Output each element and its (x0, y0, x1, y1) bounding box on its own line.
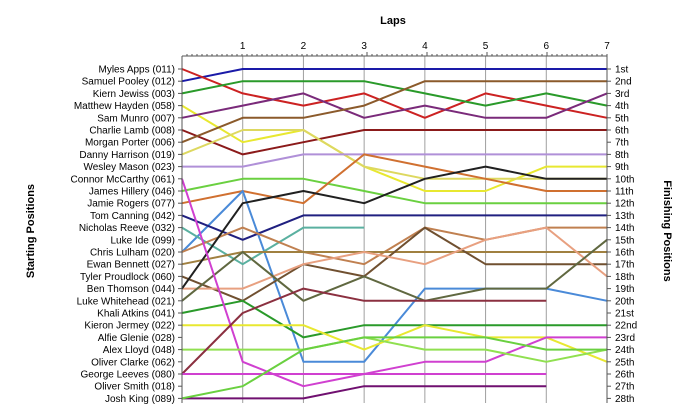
starting-position-label: Sam Munro (007) (97, 113, 175, 124)
series-line-28 (181, 336, 607, 400)
finishing-position-label: 2nd (615, 77, 632, 88)
series-lines (181, 68, 608, 400)
finishing-position-label: 8th (615, 150, 629, 161)
x-tick-label: 7 (604, 41, 610, 52)
starting-position-label: Jamie Rogers (077) (87, 199, 175, 210)
finishing-position-label: 4th (615, 101, 629, 112)
series-line-19 (181, 165, 607, 290)
x-tick-label: 1 (240, 41, 246, 52)
starting-position-label: Ewan Bennett (027) (87, 260, 175, 271)
finishing-position-label: 5th (615, 113, 629, 124)
series-line-24 (182, 336, 608, 363)
x-axis-title: Laps (380, 15, 406, 27)
series-line-9 (182, 153, 607, 168)
finishing-position-label: 13th (615, 211, 634, 222)
finishing-position-label: 25th (615, 357, 634, 368)
finishing-position-label: 15th (615, 235, 634, 246)
starting-position-label: Chris Lulham (020) (90, 248, 175, 259)
series-line-25 (181, 287, 547, 375)
starting-position-label: Charlie Lamb (008) (89, 126, 175, 137)
series-line-10 (181, 177, 607, 205)
finishing-position-label: 20th (615, 296, 634, 307)
x-tick-label: 3 (361, 41, 367, 52)
x-tick-label: 5 (483, 41, 489, 52)
starting-position-label: Matthew Hayden (058) (74, 101, 175, 112)
finishing-position-label: 7th (615, 138, 629, 149)
starting-position-label: Kieron Jermey (022) (84, 321, 175, 332)
x-tick-label: 2 (301, 41, 307, 52)
starting-position-label: Samuel Pooley (012) (82, 77, 175, 88)
tick-labels: 1 2 3 4 5 6 7 Myles Apps (011)Samuel Pooley (01… (71, 41, 638, 405)
starting-position-label: Alfie Glenie (028) (98, 333, 175, 344)
series-line-5 (181, 92, 608, 119)
starting-position-label: Tom Canning (042) (90, 211, 175, 222)
series-line-2 (181, 68, 608, 119)
finishing-position-label: 11th (615, 187, 634, 198)
finishing-position-label: 17th (615, 260, 634, 271)
starting-position-label: Oliver Clarke (062) (91, 357, 175, 368)
series-line-27 (182, 385, 547, 400)
finishing-position-label: 6th (615, 126, 629, 137)
starting-position-label: Tyler Proudlock (060) (80, 272, 175, 283)
finishing-position-label: 16th (615, 248, 634, 259)
series-line-13 (181, 214, 607, 241)
finishing-position-label: 23rd (615, 333, 635, 344)
finishing-position-label: 28th (615, 394, 634, 405)
starting-position-label: Ben Thomson (044) (87, 284, 175, 295)
finishing-position-label: 19th (615, 284, 634, 295)
starting-position-label: Oliver Smith (018) (94, 382, 175, 393)
starting-position-label: Danny Harrison (019) (79, 150, 175, 161)
axes (178, 52, 611, 403)
finishing-position-label: 18th (615, 272, 634, 283)
finishing-position-label: 27th (615, 382, 634, 393)
starting-position-label: Connor McCarthy (061) (71, 174, 175, 185)
starting-position-label: George Leeves (080) (80, 370, 175, 381)
series-line-21 (181, 299, 607, 339)
starting-position-label: James Hillery (046) (89, 187, 175, 198)
series-line-3 (181, 80, 608, 107)
finishing-position-label: 26th (615, 370, 634, 381)
finishing-position-label: 9th (615, 162, 629, 173)
finishing-position-label: 1st (615, 65, 629, 76)
series-line-8 (181, 129, 607, 180)
left-axis-title: Starting Positions (25, 184, 37, 278)
starting-position-label: Luke Whitehead (021) (77, 296, 175, 307)
starting-position-label: Kiern Jewiss (003) (93, 89, 175, 100)
right-axis-title: Finishing Positions (661, 180, 673, 281)
x-tick-label: 4 (422, 41, 428, 52)
x-tick-label: 6 (544, 41, 550, 52)
finishing-position-label: 22nd (615, 321, 637, 332)
starting-position-label: Alex Lloyd (048) (103, 345, 175, 356)
series-line-4 (181, 104, 607, 192)
finishing-position-label: 10th (615, 174, 634, 185)
finishing-position-label: 24th (615, 345, 634, 356)
series-line-1 (181, 68, 607, 83)
starting-position-label: Khali Atkins (041) (97, 309, 175, 320)
series-line-11 (181, 153, 607, 205)
starting-position-label: Morgan Porter (006) (85, 138, 175, 149)
starting-position-label: Josh King (089) (105, 394, 175, 405)
series-line-12 (181, 190, 608, 363)
series-line-23 (181, 178, 607, 388)
gridlines (242, 56, 608, 403)
starting-position-label: Luke Ide (099) (111, 235, 176, 246)
starting-position-label: Wesley Mason (023) (83, 162, 175, 173)
finishing-position-label: 14th (615, 223, 634, 234)
series-line-20 (181, 239, 608, 302)
series-line-6 (181, 129, 607, 156)
finishing-position-label: 12th (615, 199, 634, 210)
finishing-position-label: 21st (615, 309, 634, 320)
finishing-position-label: 3rd (615, 89, 629, 100)
starting-position-label: Nicholas Reeve (032) (79, 223, 175, 234)
series-line-7 (181, 80, 607, 144)
series-line-17 (181, 226, 607, 302)
series-line-18 (182, 226, 608, 290)
starting-position-label: Myles Apps (011) (98, 65, 175, 76)
